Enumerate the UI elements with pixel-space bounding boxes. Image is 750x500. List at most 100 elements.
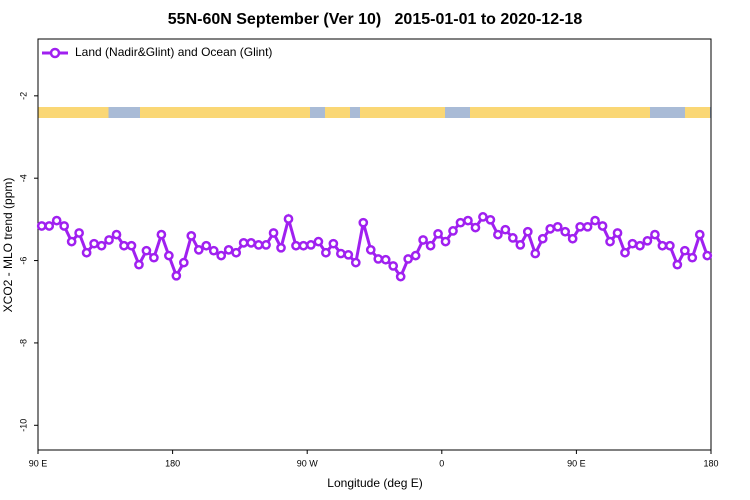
- point: [164, 250, 174, 261]
- point: [627, 238, 638, 249]
- point: [96, 240, 107, 251]
- point: [545, 224, 556, 234]
- point: [36, 221, 47, 231]
- land: [325, 107, 350, 118]
- point: [388, 261, 399, 271]
- point: [567, 233, 578, 244]
- point: [530, 248, 541, 259]
- point: [89, 238, 99, 249]
- x-tick-label: 90 E: [567, 458, 586, 468]
- point: [149, 252, 159, 263]
- point: [590, 215, 600, 226]
- point: [485, 214, 496, 225]
- land: [140, 107, 310, 118]
- land: [470, 107, 650, 118]
- y-tick-label: -6: [18, 257, 28, 265]
- point: [433, 228, 443, 239]
- x-tick-label: 90 W: [297, 458, 319, 468]
- point: [246, 238, 256, 248]
- point: [642, 235, 653, 246]
- point: [493, 229, 503, 240]
- point: [306, 240, 316, 250]
- point: [74, 228, 84, 238]
- point: [418, 235, 428, 245]
- point: [410, 250, 421, 261]
- point: [515, 240, 526, 250]
- point: [44, 221, 55, 231]
- point: [605, 236, 615, 247]
- point: [403, 254, 413, 264]
- point: [463, 215, 473, 226]
- point: [620, 247, 630, 258]
- point: [507, 233, 518, 243]
- point: [440, 236, 451, 247]
- point: [694, 229, 705, 240]
- point: [238, 238, 249, 248]
- plot-frame: [37, 38, 712, 451]
- point: [283, 214, 294, 224]
- point: [276, 242, 286, 253]
- point: [665, 240, 675, 251]
- point: [298, 240, 309, 251]
- point: [51, 215, 62, 226]
- point: [478, 212, 488, 222]
- chart-title: 55N-60N September (Ver 10) 2015-01-01 to…: [168, 11, 583, 28]
- point: [560, 226, 571, 237]
- y-tick-label: -2: [18, 92, 28, 100]
- point: [500, 224, 511, 235]
- y-tick-label: -4: [18, 174, 28, 182]
- point: [313, 236, 324, 247]
- point: [104, 235, 114, 245]
- point: [268, 228, 279, 238]
- point: [171, 270, 182, 281]
- point: [635, 240, 645, 251]
- legend-label: Land (Nadir&Glint) and Ocean (Glint): [75, 45, 272, 59]
- point: [350, 257, 361, 268]
- point: [657, 240, 668, 251]
- point: [111, 229, 122, 240]
- point: [343, 249, 354, 260]
- point: [208, 245, 219, 256]
- point: [358, 217, 369, 228]
- point: [126, 240, 137, 251]
- x-tick-label: 180: [165, 458, 180, 468]
- point: [216, 250, 227, 261]
- y-axis-label: XCO2 - MLO trend (ppm): [1, 178, 15, 313]
- point: [672, 259, 683, 270]
- point: [178, 257, 189, 268]
- point: [575, 221, 585, 232]
- point: [650, 229, 660, 240]
- x-tick-label: 180: [703, 458, 718, 468]
- point: [612, 228, 623, 238]
- x-tick-label: 0: [439, 458, 444, 468]
- point: [81, 247, 92, 258]
- map-strip: [38, 107, 711, 118]
- point: [455, 217, 466, 228]
- point: [552, 221, 563, 232]
- point: [291, 240, 301, 251]
- point: [231, 247, 242, 258]
- point: [141, 245, 152, 256]
- point: [253, 240, 264, 250]
- land: [685, 107, 710, 118]
- point: [336, 248, 346, 259]
- point: [134, 259, 144, 270]
- point: [186, 231, 197, 241]
- point: [395, 271, 406, 282]
- land: [38, 107, 109, 118]
- land: [360, 107, 445, 118]
- point: [201, 240, 212, 251]
- point: [380, 254, 391, 265]
- point: [321, 247, 331, 258]
- point: [66, 236, 77, 247]
- point: [223, 245, 234, 255]
- point: [448, 226, 458, 236]
- point: [537, 233, 548, 244]
- point: [373, 254, 384, 264]
- point: [156, 229, 167, 240]
- point: [425, 240, 436, 251]
- y-tick-label: -10: [18, 419, 28, 432]
- x-axis-label: Longitude (deg E): [327, 476, 422, 490]
- x-tick-label: 90 E: [29, 458, 48, 468]
